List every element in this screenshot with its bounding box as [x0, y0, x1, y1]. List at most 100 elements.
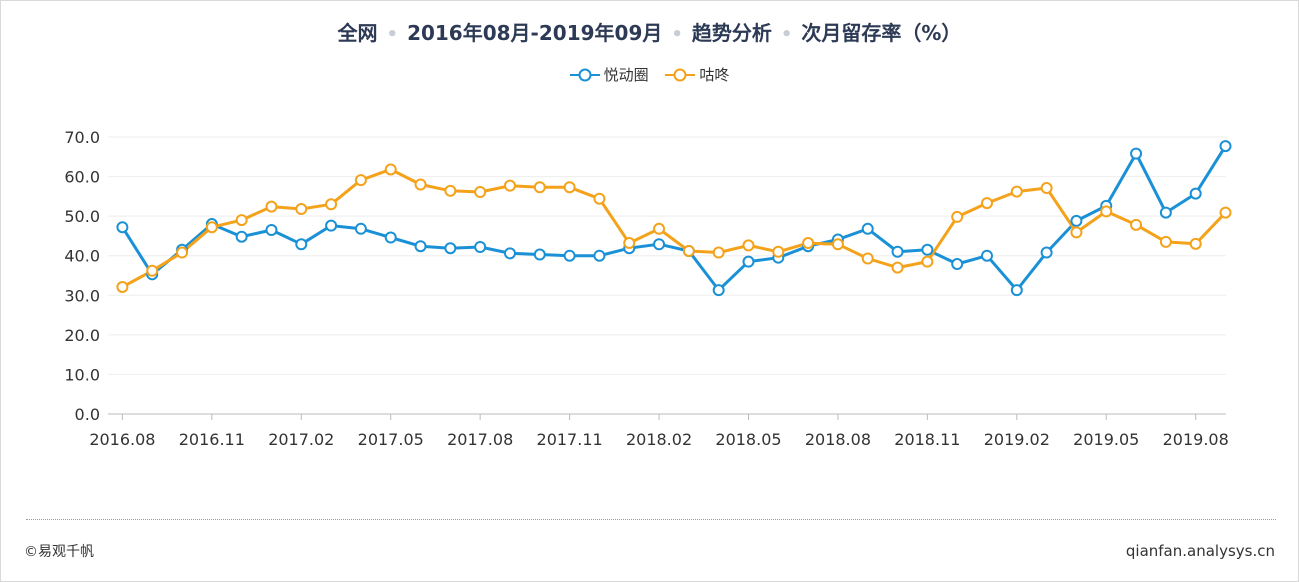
series-2-point	[1100, 205, 1113, 218]
series-2-point	[623, 237, 636, 250]
series-1-point	[861, 222, 874, 235]
series-2-point	[1070, 226, 1083, 239]
series-1-point	[593, 249, 606, 262]
series-2-point	[1130, 218, 1143, 231]
series-2-point	[682, 244, 695, 257]
title-date-range: 2016年08月-2019年09月	[407, 21, 663, 45]
series-2-point	[802, 237, 815, 250]
series-2-point	[1040, 182, 1053, 195]
series-2-point	[235, 214, 248, 227]
series-1-point	[1040, 246, 1053, 259]
series-1-point	[742, 255, 755, 268]
series-1-point	[354, 222, 367, 235]
series-1-point	[1219, 140, 1232, 153]
series-1-point	[444, 242, 457, 255]
legend-label-series-1: 悦动圈	[603, 66, 649, 84]
series-2-point	[712, 246, 725, 259]
series-1-point	[295, 238, 308, 251]
series-2-point	[593, 192, 606, 205]
x-tick-label: 2018.11	[894, 430, 960, 449]
series-2-point	[742, 239, 755, 252]
series-1-point	[653, 238, 666, 251]
series-2-point	[176, 246, 189, 259]
series-1-point	[474, 241, 487, 254]
series-1-point	[503, 247, 516, 260]
series-2-point	[1159, 235, 1172, 248]
footer-copyright: ©易观千帆	[24, 544, 94, 560]
series-1-point	[1159, 206, 1172, 219]
x-tick-label: 2018.08	[805, 430, 871, 449]
series-2-point	[563, 181, 576, 194]
series-2-point	[891, 261, 904, 274]
series-2-point	[503, 179, 516, 192]
series-2-point	[205, 221, 218, 234]
series-2-point	[295, 203, 308, 216]
series-2-point	[653, 222, 666, 235]
series-2-point	[414, 178, 427, 191]
chart-title: 全网 • 2016年08月-2019年09月 • 趋势分析 • 次月留存率（%）	[0, 17, 1299, 46]
series-2-point	[861, 252, 874, 265]
series-2-point	[980, 197, 993, 210]
series-2-point	[444, 184, 457, 197]
series-2-point	[116, 280, 129, 293]
series-2-point	[325, 198, 338, 211]
legend-item-series-2[interactable]: 咕咚	[665, 64, 729, 85]
series-2-point	[1219, 206, 1232, 219]
x-tick-label: 2016.11	[179, 430, 245, 449]
footer-site-link[interactable]: qianfan.analysys.cn	[1125, 542, 1275, 560]
series-1-point	[265, 223, 278, 236]
series-2-point	[1010, 185, 1023, 198]
y-tick-label: 10.0	[64, 365, 100, 384]
series-2-point	[921, 255, 934, 268]
y-tick-label: 0.0	[75, 405, 100, 424]
series-line-1	[121, 145, 1227, 292]
y-tick-label: 60.0	[64, 168, 100, 187]
title-separator: •	[671, 24, 683, 45]
x-tick-label: 2017.05	[358, 430, 424, 449]
footer-divider	[26, 519, 1276, 520]
x-tick-label: 2019.08	[1163, 430, 1229, 449]
y-tick-label: 70.0	[64, 128, 100, 147]
series-2-point	[354, 174, 367, 187]
x-tick-label: 2018.05	[715, 430, 781, 449]
series-2-point	[474, 186, 487, 199]
y-tick-label: 20.0	[64, 326, 100, 345]
series-1-point	[325, 219, 338, 232]
series-1-point	[1010, 284, 1023, 297]
series-1-point	[951, 258, 964, 271]
x-tick-label: 2018.02	[626, 430, 692, 449]
series-1-point	[1070, 214, 1083, 227]
series-1-point	[563, 249, 576, 262]
series-1-point	[384, 231, 397, 244]
series-1-point	[1130, 147, 1143, 160]
title-separator: •	[386, 24, 399, 45]
series-2-point	[533, 181, 546, 194]
series-2-point	[772, 245, 785, 258]
series-2-point	[831, 238, 844, 251]
series-1-point	[533, 248, 546, 261]
title-metric: 次月留存率（%）	[801, 21, 962, 45]
x-tick-label: 2016.08	[89, 430, 155, 449]
series-2-point	[951, 210, 964, 223]
y-tick-label: 40.0	[64, 247, 100, 266]
legend-marker-icon	[569, 68, 600, 81]
series-1-point	[414, 240, 427, 253]
legend-item-series-1[interactable]: 悦动圈	[569, 64, 649, 85]
series-2-point	[384, 163, 397, 176]
title-analysis-type: 趋势分析	[691, 21, 772, 45]
legend-marker-icon	[665, 68, 696, 81]
legend-label-series-2: 咕咚	[699, 66, 730, 84]
x-tick-label: 2017.02	[268, 430, 334, 449]
title-separator: •	[780, 24, 793, 45]
series-2-point	[1189, 237, 1202, 250]
series-1-point	[712, 284, 725, 297]
series-line-2	[121, 167, 1227, 289]
y-tick-label: 50.0	[64, 207, 100, 226]
x-tick-label: 2017.08	[447, 430, 513, 449]
title-scope: 全网	[337, 21, 378, 45]
chart-legend: 悦动圈 咕咚	[0, 64, 1299, 85]
series-1-point	[1189, 187, 1202, 200]
series-1-point	[891, 245, 904, 258]
x-tick-label: 2019.02	[984, 430, 1050, 449]
